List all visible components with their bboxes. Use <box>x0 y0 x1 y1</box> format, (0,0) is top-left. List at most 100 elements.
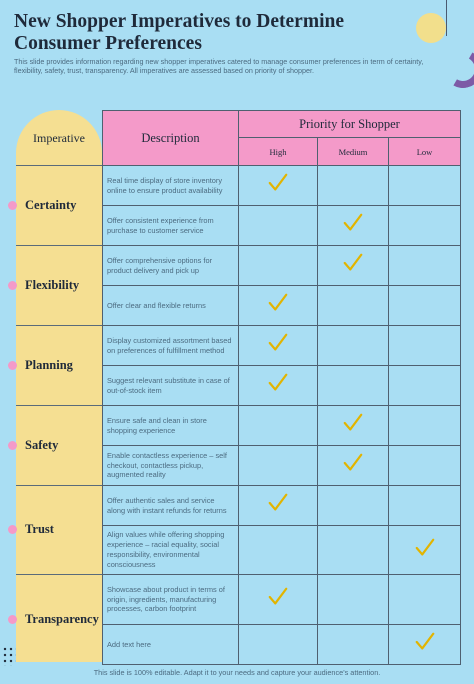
imperative-label-text: Certainty <box>25 197 77 212</box>
description-cell: Offer consistent experience from purchas… <box>102 205 239 246</box>
imperative-divider <box>16 245 102 246</box>
footer-note: This slide is 100% editable. Adapt it to… <box>93 668 381 677</box>
table-row: Align values while offering shopping exp… <box>102 525 462 575</box>
checkmark-icon <box>342 452 364 474</box>
imperative-divider <box>16 574 102 575</box>
imperative-label-text: Trust <box>25 522 54 536</box>
imperative-label-text: Flexibility <box>25 277 80 292</box>
imperative-label: Safety <box>8 405 104 485</box>
priority-cell-high <box>238 205 318 246</box>
priority-cell-high <box>238 365 318 406</box>
description-cell: Add text here <box>102 624 239 665</box>
priority-cell-low <box>387 205 462 246</box>
decor-line <box>446 0 447 36</box>
table-row: Offer clear and flexible returns <box>102 285 462 326</box>
priority-cell-low <box>387 574 462 625</box>
table-row: Offer authentic sales and service along … <box>102 485 462 526</box>
priority-cell-low <box>387 245 462 286</box>
priority-cell-low <box>387 365 462 406</box>
imperative-column <box>16 110 102 662</box>
checkmark-icon <box>342 412 364 434</box>
checkmark-icon <box>267 586 289 608</box>
priority-cell-medium <box>317 165 389 206</box>
priority-cell-low <box>387 525 462 575</box>
priority-cell-high <box>238 285 318 326</box>
priority-cell-low <box>387 165 462 206</box>
imperative-label-text: Planning <box>25 357 73 372</box>
checkmark-icon <box>267 492 289 514</box>
table-row: Offer comprehensive options for product … <box>102 245 462 286</box>
level-header-medium: Medium <box>317 137 389 166</box>
table-row: Offer consistent experience from purchas… <box>102 205 462 246</box>
description-cell: Showcase about product in terms of origi… <box>102 574 239 625</box>
priority-cell-high <box>238 574 318 625</box>
priority-cell-low <box>387 325 462 366</box>
imperative-label: Trust <box>8 485 104 574</box>
table-row: Add text here <box>102 624 462 665</box>
priority-header: Priority for Shopper <box>237 110 462 138</box>
priority-cell-medium <box>317 245 389 286</box>
checkmark-icon <box>267 172 289 194</box>
bullet-dot-icon <box>8 360 17 370</box>
priority-cell-medium <box>317 325 389 366</box>
page-subtitle: This slide provides information regardin… <box>14 57 424 75</box>
checkmark-icon <box>414 631 436 653</box>
table-row: Ensure safe and clean in store shopping … <box>102 405 462 446</box>
priority-cell-low <box>387 624 462 665</box>
table-row: Enable contactless experience – self che… <box>102 445 462 486</box>
description-cell: Enable contactless experience – self che… <box>102 445 239 486</box>
priority-cell-medium <box>317 205 389 246</box>
priority-cell-high <box>238 624 318 665</box>
checkmark-icon <box>342 212 364 234</box>
priority-cell-medium <box>317 624 389 665</box>
description-cell: Real time display of store inventory onl… <box>102 165 239 206</box>
priority-cell-medium <box>317 485 389 526</box>
checkmark-icon <box>414 537 436 559</box>
imperative-label: Planning <box>8 325 104 405</box>
priority-cell-high <box>238 525 318 575</box>
bullet-dot-icon <box>8 440 17 450</box>
imperative-label-text: Safety <box>25 437 59 452</box>
imperative-divider <box>16 325 102 326</box>
imperative-divider <box>16 405 102 406</box>
decor-circle <box>416 13 446 43</box>
priority-cell-medium <box>317 405 389 446</box>
priority-table: Description Priority for Shopper High Me… <box>102 110 462 665</box>
priority-cell-medium <box>317 365 389 406</box>
priority-cell-low <box>387 285 462 326</box>
priority-cell-high <box>238 405 318 446</box>
priority-cell-high <box>238 445 318 486</box>
imperative-divider <box>16 165 102 166</box>
imperative-label-text: Transparency <box>25 611 99 626</box>
description-cell: Align values while offering shopping exp… <box>102 525 239 575</box>
priority-cell-high <box>238 165 318 206</box>
priority-cell-high <box>238 325 318 366</box>
level-header-high: High <box>238 137 318 166</box>
table-row: Real time display of store inventory onl… <box>102 165 462 206</box>
description-cell: Offer clear and flexible returns <box>102 285 239 326</box>
checkmark-icon <box>342 252 364 274</box>
imperative-label: Certainty <box>8 165 104 245</box>
description-header: Description <box>102 110 239 166</box>
description-cell: Display customized assortment based on p… <box>102 325 239 366</box>
table-row: Showcase about product in terms of origi… <box>102 574 462 625</box>
description-cell: Offer comprehensive options for product … <box>102 245 239 286</box>
description-cell: Ensure safe and clean in store shopping … <box>102 405 239 446</box>
priority-cell-medium <box>317 525 389 575</box>
priority-cell-low <box>387 445 462 486</box>
checkmark-icon <box>267 372 289 394</box>
priority-cell-low <box>387 405 462 446</box>
bullet-dot-icon <box>8 200 17 210</box>
bullet-dot-icon <box>8 280 17 290</box>
bullet-dot-icon <box>8 525 17 534</box>
priority-cell-high <box>238 485 318 526</box>
checkmark-icon <box>267 292 289 314</box>
bullet-dot-icon <box>8 614 17 624</box>
description-cell: Offer authentic sales and service along … <box>102 485 239 526</box>
level-header-low: Low <box>387 137 462 166</box>
table-row: Display customized assortment based on p… <box>102 325 462 366</box>
priority-cell-high <box>238 245 318 286</box>
priority-cell-medium <box>317 574 389 625</box>
checkmark-icon <box>267 332 289 354</box>
imperative-header: Imperative <box>33 130 85 145</box>
